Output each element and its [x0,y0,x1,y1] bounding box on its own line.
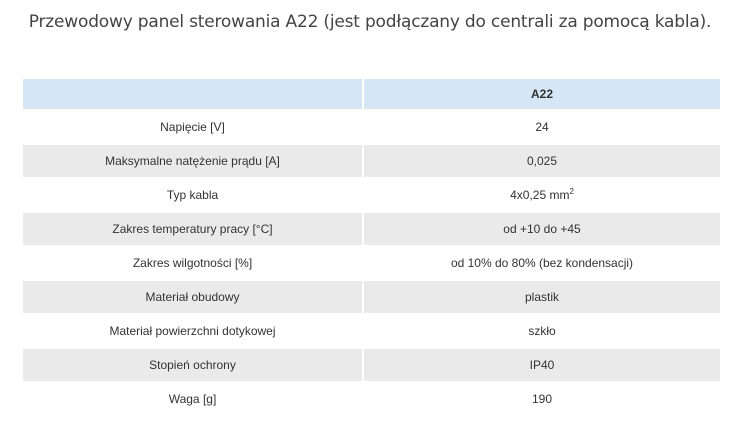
header-cell-model: A22 [363,79,720,111]
row-label: Zakres temperatury pracy [°C] [23,212,364,247]
table-row: Maksymalne natężenie prądu [A] 0,025 [23,144,720,179]
row-value: 190 [363,382,720,417]
row-value: 24 [363,110,720,145]
table-row: Zakres temperatury pracy [°C] od +10 do … [23,212,720,247]
spec-table: A22 Napięcie [V] 24 Maksymalne natężenie… [23,79,720,417]
row-value: od 10% do 80% (bez kondensacji) [363,246,720,281]
row-value: szkło [363,314,720,349]
cable-value-superscript: 2 [569,187,574,196]
row-label: Napięcie [V] [23,110,364,145]
table-row: Waga [g] 190 [23,382,720,417]
row-label: Stopień ochrony [23,348,364,383]
table-row: Materiał obudowy plastik [23,280,720,315]
row-label: Materiał powierzchni dotykowej [23,314,364,349]
table-row: Napięcie [V] 24 [23,110,720,145]
row-value: plastik [363,280,720,315]
row-value: od +10 do +45 [363,212,720,247]
table-row: Materiał powierzchni dotykowej szkło [23,314,720,349]
table-row: Stopień ochrony IP40 [23,348,720,383]
row-label: Maksymalne natężenie prądu [A] [23,144,364,179]
header-cell-empty [23,79,364,111]
row-value: IP40 [363,348,720,383]
row-label: Zakres wilgotności [%] [23,246,364,281]
table-row: Zakres wilgotności [%] od 10% do 80% (be… [23,246,720,281]
table-header-row: A22 [23,79,720,111]
row-value-cable: 4x0,25 mm2 [363,178,720,213]
row-label: Materiał obudowy [23,280,364,315]
row-label: Typ kabla [23,178,364,213]
page-title: Przewodowy panel sterowania A22 (jest po… [28,12,712,32]
row-label: Waga [g] [23,382,364,417]
cable-value-text: 4x0,25 mm [510,188,570,202]
table-row: Typ kabla 4x0,25 mm2 [23,178,720,213]
row-value: 0,025 [363,144,720,179]
